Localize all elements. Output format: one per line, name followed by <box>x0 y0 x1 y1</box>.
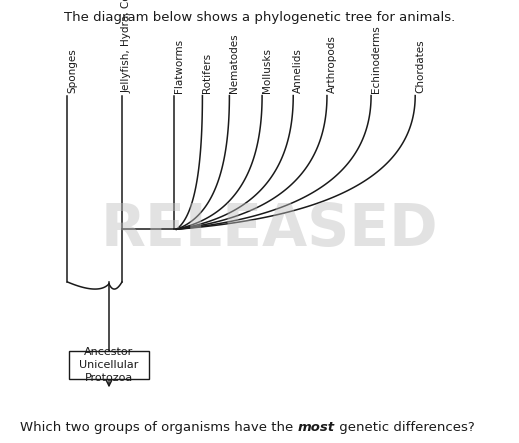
Text: most: most <box>298 421 335 434</box>
Text: Echinoderms: Echinoderms <box>371 25 381 93</box>
Text: Arthropods: Arthropods <box>327 35 337 93</box>
Text: Mollusks: Mollusks <box>262 47 272 93</box>
Text: Rotifers: Rotifers <box>202 52 212 93</box>
Bar <box>69 351 149 379</box>
Text: Jellyfish, Hydra, Corals: Jellyfish, Hydra, Corals <box>122 0 132 93</box>
Text: Ancestor
Unicellular
Protozoa: Ancestor Unicellular Protozoa <box>79 346 139 383</box>
Text: The diagram below shows a phylogenetic tree for animals.: The diagram below shows a phylogenetic t… <box>64 11 455 24</box>
Text: Flatworms: Flatworms <box>174 39 184 93</box>
Text: Sponges: Sponges <box>67 48 77 93</box>
Text: Chordates: Chordates <box>415 39 425 93</box>
Text: RELEASED: RELEASED <box>101 201 439 258</box>
Text: Nematodes: Nematodes <box>229 33 239 93</box>
Text: Annelids: Annelids <box>293 48 303 93</box>
Text: genetic differences?: genetic differences? <box>335 421 475 434</box>
Text: Which two groups of organisms have the: Which two groups of organisms have the <box>20 421 298 434</box>
